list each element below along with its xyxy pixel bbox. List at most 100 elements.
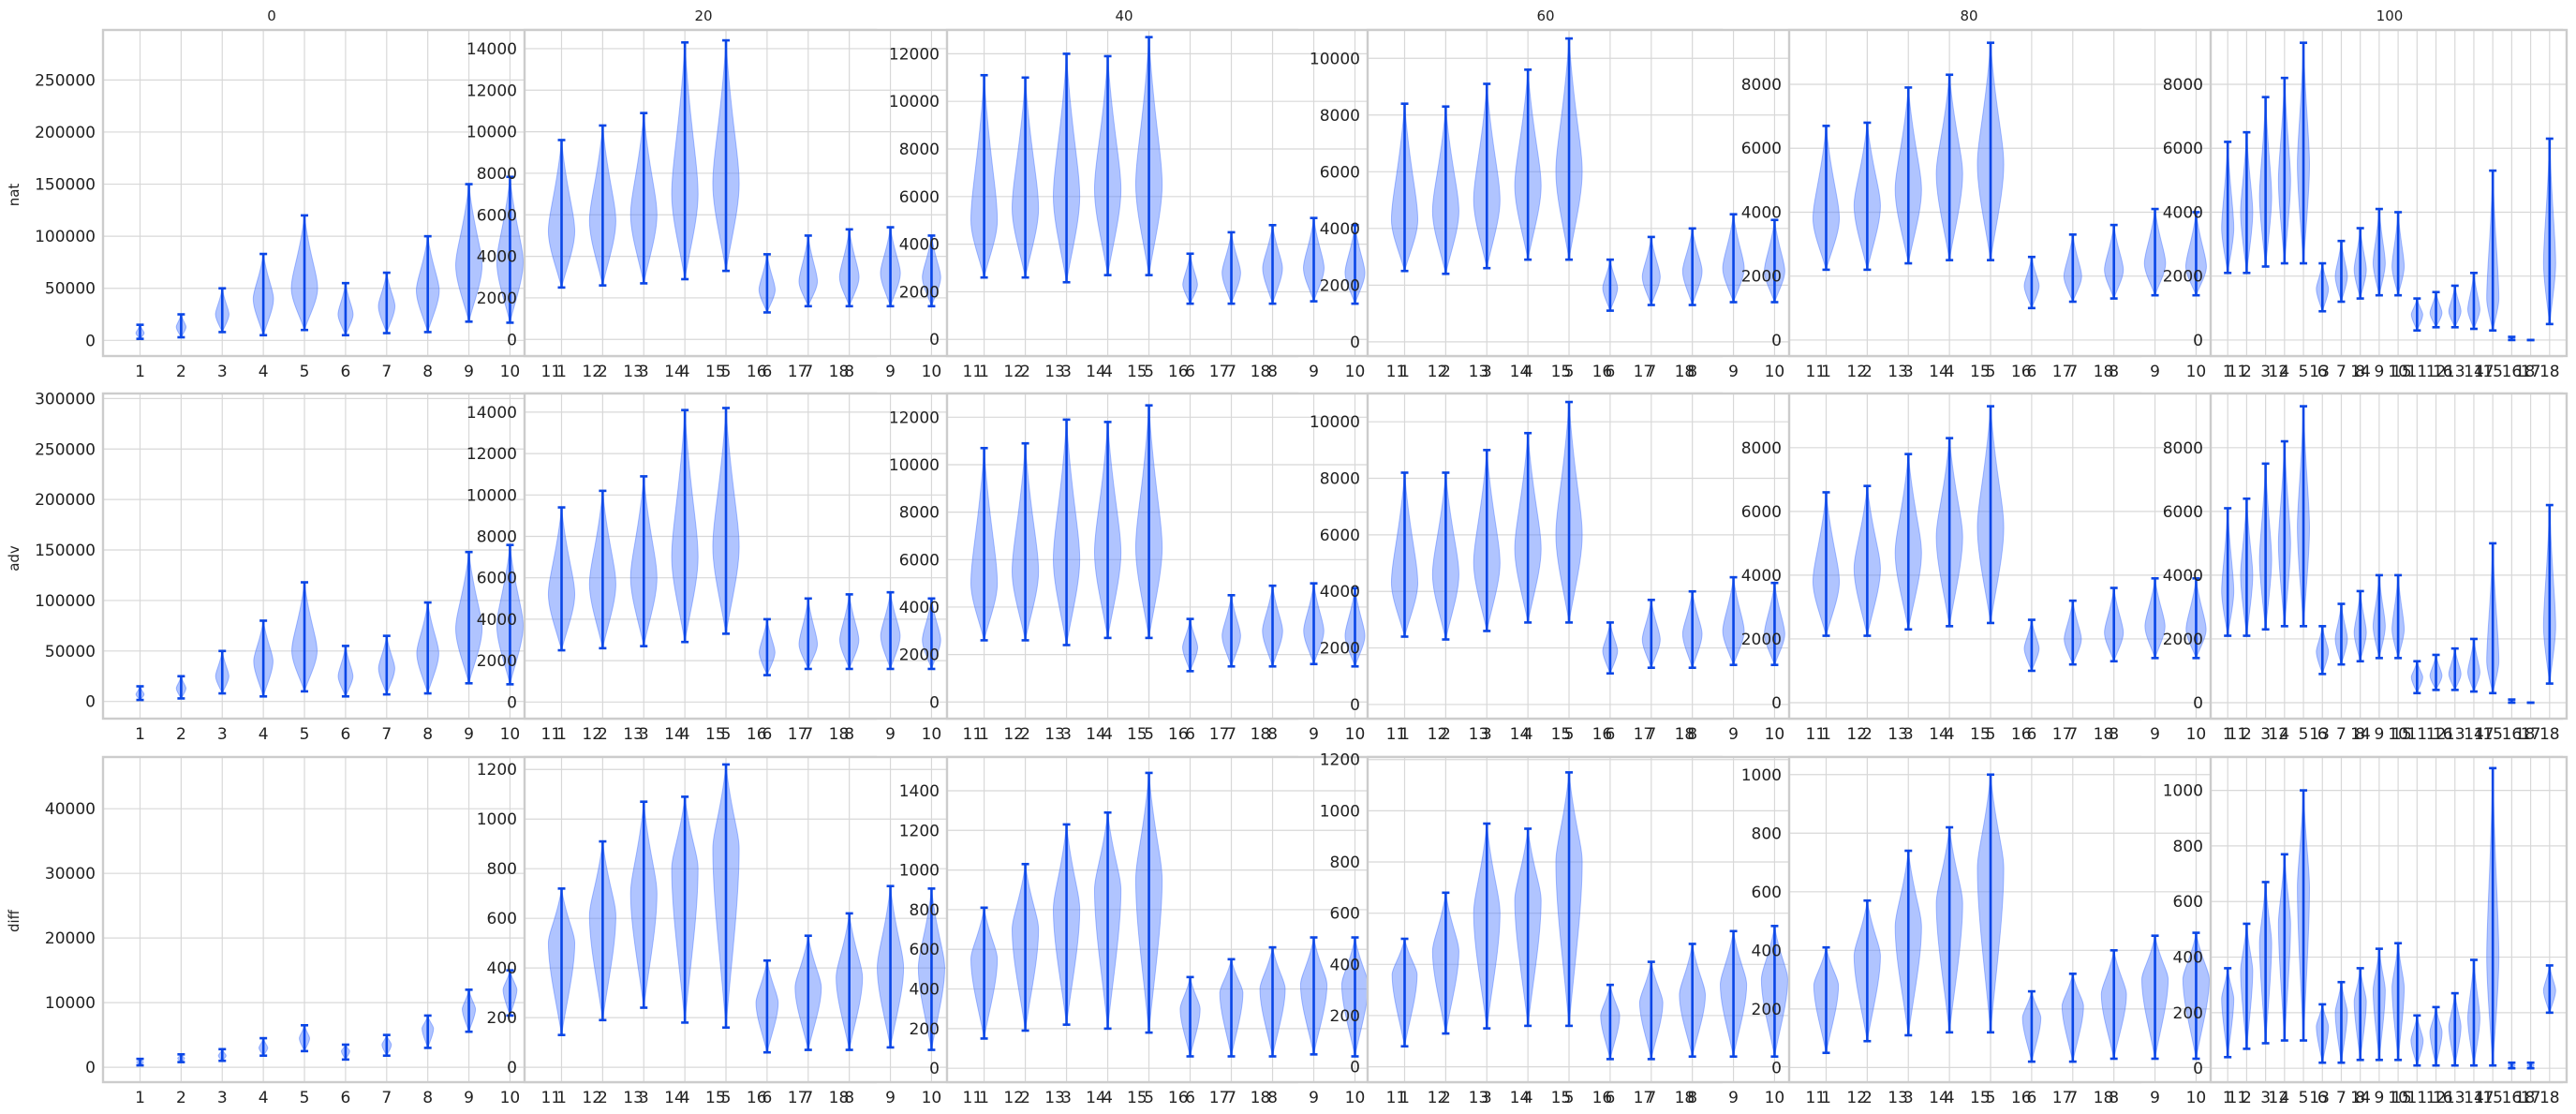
violin-adv-80-6 (2023, 618, 2040, 673)
x-tick-label: 11 (963, 1089, 984, 1107)
x-tick-label: 6 (2317, 1089, 2328, 1107)
x-tick-label: 16 (2502, 363, 2523, 381)
x-tick-label: 16 (2011, 725, 2032, 744)
x-tick-label: 4 (1523, 1089, 1533, 1107)
x-tick-label: 5 (2299, 363, 2309, 381)
y-tick-label: 8000 (899, 141, 940, 159)
violin-nat-80-5 (1976, 41, 2005, 261)
x-tick-label: 10 (1765, 725, 1785, 744)
violin-adv-0-7 (378, 634, 395, 696)
violin-diff-20-3 (629, 800, 658, 1009)
x-tick-label: 14 (664, 1089, 685, 1107)
violin-nat-20-2 (588, 124, 616, 287)
violin-adv-100-16 (2508, 698, 2516, 705)
x-tick-label: 7 (803, 363, 813, 381)
x-tick-label: 1 (135, 363, 145, 381)
x-tick-label: 16 (1592, 363, 1613, 381)
x-tick-label: 14 (2464, 725, 2484, 744)
y-tick-label: 4000 (1320, 220, 1360, 239)
x-tick-label: 16 (1592, 1089, 1613, 1107)
violin-nat-0-9 (455, 183, 483, 323)
violin-diff-20-8 (836, 912, 864, 1051)
violin-adv-40-9 (1303, 582, 1325, 666)
violin-diff-100-17 (2526, 1061, 2535, 1070)
violin-adv-20-10 (922, 597, 941, 671)
violin-diff-100-14 (2466, 958, 2480, 1067)
x-tick-label: 2 (176, 1089, 186, 1107)
y-tick-label: 200 (2173, 1004, 2203, 1023)
violin-nat-80-7 (2063, 233, 2082, 304)
y-tick-label: 6000 (1741, 140, 1782, 158)
violin-diff-0-8 (422, 1013, 435, 1050)
violin-diff-80-4 (1935, 825, 1963, 1034)
x-tick-label: 1 (979, 1089, 989, 1107)
x-tick-label: 8 (844, 363, 854, 381)
x-tick-label: 11 (2228, 1089, 2248, 1107)
x-tick-label: 11 (2228, 363, 2248, 381)
x-tick-label: 7 (1646, 1089, 1656, 1107)
violin-nat-100-10 (2391, 211, 2406, 297)
violin-nat-100-18 (2542, 137, 2556, 326)
x-tick-label: 7 (381, 1089, 392, 1107)
violin-adv-100-7 (2334, 602, 2348, 666)
x-tick-label: 11 (1806, 725, 1827, 744)
x-tick-label: 7 (2067, 1089, 2078, 1107)
violin-adv-20-1 (547, 506, 576, 652)
x-tick-label: 16 (2011, 1089, 2032, 1107)
violin-nat-100-11 (2410, 297, 2423, 333)
x-tick-label: 3 (2260, 363, 2271, 381)
violin-nat-0-4 (252, 252, 274, 337)
violin-diff-80-7 (2061, 973, 2084, 1063)
violin-nat-20-5 (712, 38, 740, 273)
x-tick-label: 17 (2052, 725, 2073, 744)
x-tick-label: 4 (1523, 725, 1533, 744)
x-tick-label: 12 (582, 1089, 602, 1107)
y-tick-label: 6000 (2163, 140, 2203, 158)
x-tick-label: 1 (1399, 1089, 1410, 1107)
violin-diff-80-8 (2100, 949, 2127, 1061)
x-tick-label: 18 (1251, 1089, 1271, 1107)
x-tick-label: 3 (1061, 363, 1072, 381)
x-tick-label: 9 (2374, 725, 2384, 744)
x-tick-label: 11 (2406, 363, 2427, 381)
y-tick-label: 150000 (35, 542, 96, 560)
violin-adv-20-2 (588, 489, 616, 650)
y-tick-label: 10000 (1310, 50, 1360, 68)
x-tick-label: 3 (2260, 725, 2271, 744)
x-tick-label: 8 (1267, 1089, 1278, 1107)
x-tick-label: 18 (2515, 1089, 2536, 1107)
x-tick-label: 2 (1441, 725, 1451, 744)
x-tick-label: 13 (2309, 363, 2330, 381)
y-tick-label: 600 (1752, 884, 1782, 902)
x-tick-label: 13 (2445, 363, 2465, 381)
y-tick-label: 1000 (477, 810, 517, 829)
y-tick-label: 50000 (45, 280, 96, 299)
violin-diff-100-18 (2542, 964, 2556, 1015)
x-tick-label: 4 (1945, 363, 1955, 381)
x-tick-label: 3 (1903, 1089, 1914, 1107)
x-tick-label: 15 (1551, 725, 1572, 744)
violin-diff-40-1 (970, 906, 999, 1040)
violin-adv-20-5 (712, 407, 740, 635)
x-tick-label: 16 (2502, 725, 2523, 744)
x-tick-label: 14 (1929, 1089, 1949, 1107)
row-label-diff: diff (6, 909, 22, 932)
x-tick-label: 10 (1345, 1089, 1366, 1107)
x-tick-label: 1 (135, 1089, 145, 1107)
row-label-adv: adv (6, 545, 22, 572)
x-tick-label: 8 (844, 1089, 854, 1107)
y-tick-label: 800 (2173, 838, 2203, 856)
y-tick-label: 100000 (35, 228, 96, 246)
y-tick-label: 2000 (477, 290, 517, 308)
violin-diff-20-7 (794, 934, 822, 1051)
x-tick-label: 12 (2268, 725, 2288, 744)
x-tick-label: 7 (2067, 363, 2078, 381)
x-tick-label: 5 (1144, 1089, 1154, 1107)
violin-adv-20-4 (671, 408, 699, 644)
x-tick-label: 14 (2464, 363, 2484, 381)
violin-diff-60-6 (1600, 983, 1621, 1061)
x-tick-label: 6 (1185, 725, 1195, 744)
x-tick-label: 4 (1103, 1089, 1113, 1107)
violin-adv-0-3 (215, 649, 229, 695)
